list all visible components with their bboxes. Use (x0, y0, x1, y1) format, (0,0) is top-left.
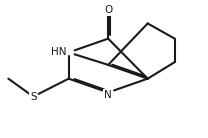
Text: O: O (104, 5, 112, 15)
Text: N: N (104, 90, 112, 99)
Text: S: S (30, 92, 37, 102)
Text: HN: HN (51, 47, 67, 57)
